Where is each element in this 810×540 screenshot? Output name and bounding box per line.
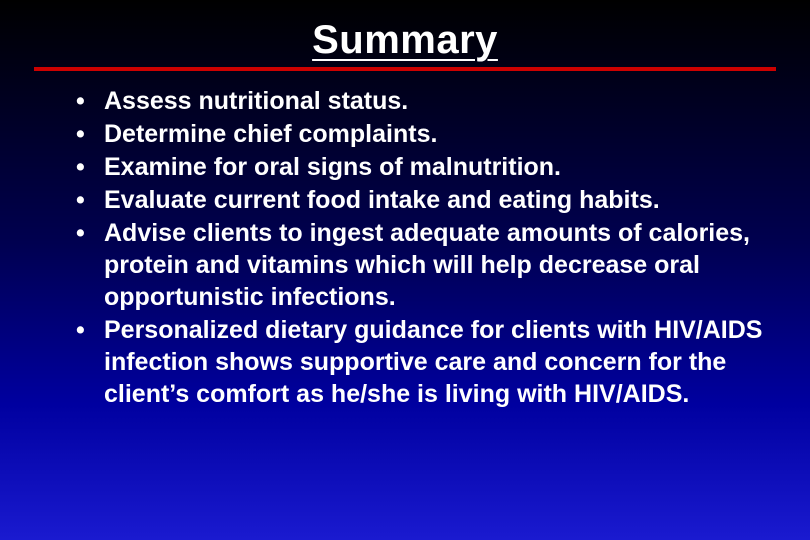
bullet-item: Assess nutritional status. [76,85,782,117]
bullet-item: Evaluate current food intake and eating … [76,184,782,216]
bullet-item: Examine for oral signs of malnutrition. [76,151,782,183]
bullet-list: Assess nutritional status. Determine chi… [28,85,782,410]
bullet-item: Determine chief complaints. [76,118,782,150]
bullet-item: Personalized dietary guidance for client… [76,314,782,410]
slide-title: Summary [312,18,498,62]
slide: Summary Assess nutritional status. Deter… [0,0,810,540]
title-container: Summary [34,18,776,71]
bullet-item: Advise clients to ingest adequate amount… [76,217,782,313]
